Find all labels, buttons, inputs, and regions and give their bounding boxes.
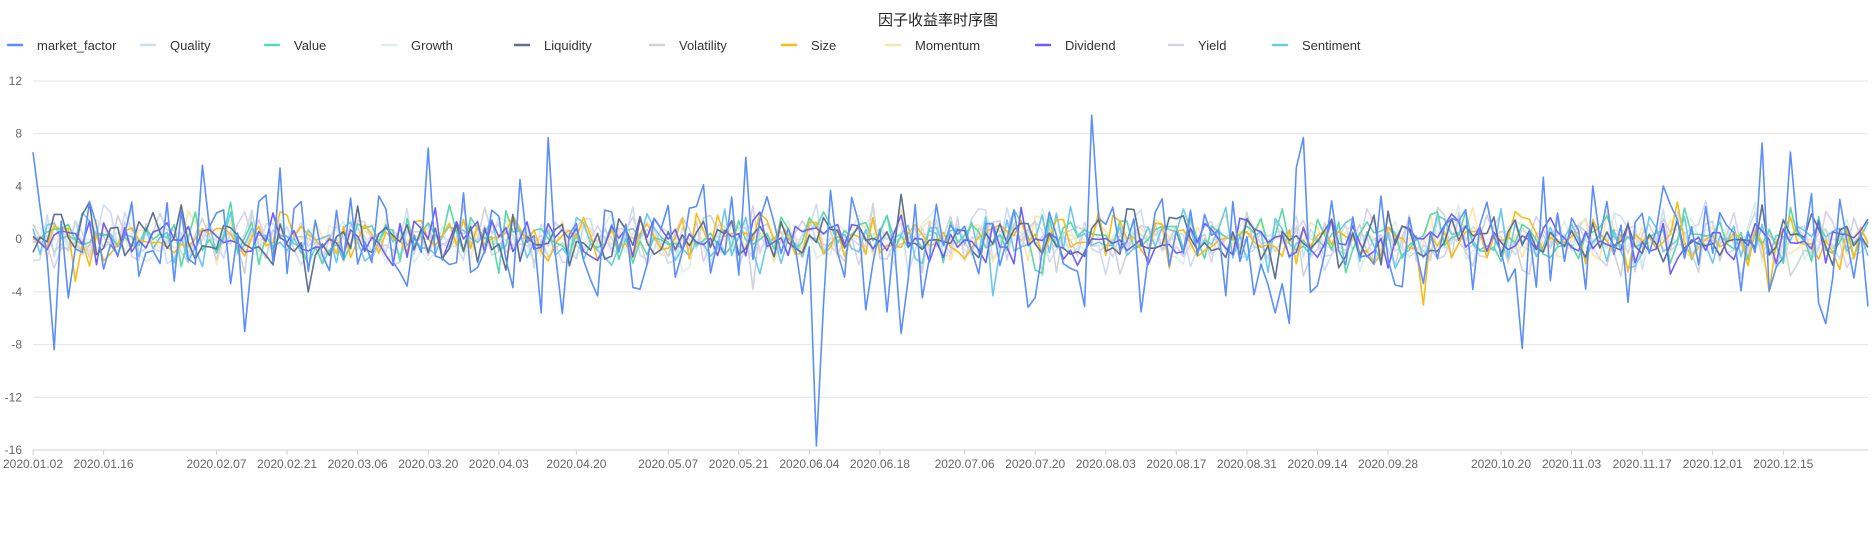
x-tick-label: 2020.12.15 (1753, 457, 1813, 471)
y-tick-label: -16 (5, 443, 23, 457)
y-tick-label: -12 (5, 390, 23, 404)
legend-label: Yield (1198, 38, 1226, 53)
legend-item[interactable]: Momentum (884, 38, 980, 53)
legend: market_factor Quality Value Growth Liquidity… (6, 38, 1361, 53)
x-tick-label: 2020.04.03 (469, 457, 529, 471)
y-tick-label: 0 (15, 232, 22, 246)
y-tick-label: 8 (15, 127, 22, 141)
legend-item[interactable]: Yield (1167, 38, 1226, 53)
chart-title: 因子收益率时序图 (878, 12, 998, 29)
legend-label: Momentum (915, 38, 980, 53)
legend-label: Quality (170, 38, 211, 53)
legend-item[interactable]: Volatility (648, 38, 727, 53)
x-tick-label: 2020.08.03 (1076, 457, 1136, 471)
legend-label: Dividend (1065, 38, 1116, 53)
legend-item[interactable]: Liquidity (513, 38, 592, 53)
x-tick-label: 2020.03.06 (328, 457, 388, 471)
x-tick-label: 2020.08.17 (1146, 457, 1206, 471)
series-line-market_factor (32, 114, 1869, 447)
x-tick-label: 2020.02.07 (186, 457, 246, 471)
legend-label: Growth (411, 38, 453, 53)
x-axis: 2020.01.02 2020.01.16 2020.02.07 2020.02.21… (3, 450, 1814, 471)
y-tick-label: -4 (11, 285, 22, 299)
legend-item[interactable]: Sentiment (1271, 38, 1361, 53)
y-tick-label: -8 (11, 338, 22, 352)
x-tick-label: 2020.12.01 (1683, 457, 1743, 471)
legend-item[interactable]: Dividend (1034, 38, 1116, 53)
legend-item[interactable]: Value (263, 38, 326, 53)
legend-label: Size (811, 38, 836, 53)
x-tick-label: 2020.10.20 (1471, 457, 1531, 471)
series-line-growth (32, 201, 1869, 273)
x-tick-label: 2020.09.14 (1287, 457, 1347, 471)
x-tick-label: 2020.03.20 (398, 457, 458, 471)
x-tick-label: 2020.04.20 (546, 457, 606, 471)
x-tick-label: 2020.01.02 (3, 457, 63, 471)
x-tick-label: 2020.11.17 (1613, 457, 1672, 471)
legend-label: Volatility (679, 38, 727, 53)
y-tick-label: 12 (9, 74, 23, 88)
legend-label: Liquidity (544, 38, 592, 53)
x-tick-label: 2020.05.21 (709, 457, 769, 471)
x-tick-label: 2020.09.28 (1358, 457, 1418, 471)
legend-item[interactable]: Size (780, 38, 836, 53)
y-tick-label: 4 (15, 179, 22, 193)
x-tick-label: 2020.07.20 (1005, 457, 1065, 471)
x-tick-label: 2020.07.06 (935, 457, 995, 471)
legend-item[interactable]: Quality (139, 38, 211, 53)
grid (33, 80, 1868, 451)
x-tick-label: 2020.06.04 (779, 457, 839, 471)
legend-label: market_factor (37, 38, 117, 53)
x-tick-label: 2020.02.21 (257, 457, 317, 471)
x-tick-label: 2020.08.31 (1217, 457, 1277, 471)
x-tick-label: 2020.06.18 (850, 457, 910, 471)
legend-label: Sentiment (1302, 38, 1361, 53)
x-tick-label: 2020.05.07 (638, 457, 698, 471)
x-tick-label: 2020.01.16 (74, 457, 134, 471)
plot-area (32, 114, 1869, 447)
legend-label: Value (294, 38, 326, 53)
series-line-dividend (32, 206, 1869, 275)
legend-item[interactable]: Growth (380, 38, 453, 53)
y-axis: 12 8 4 0 -4 -8 -12 -16 (5, 74, 23, 457)
x-tick-label: 2020.11.03 (1542, 457, 1601, 471)
legend-item[interactable]: market_factor (6, 38, 117, 53)
